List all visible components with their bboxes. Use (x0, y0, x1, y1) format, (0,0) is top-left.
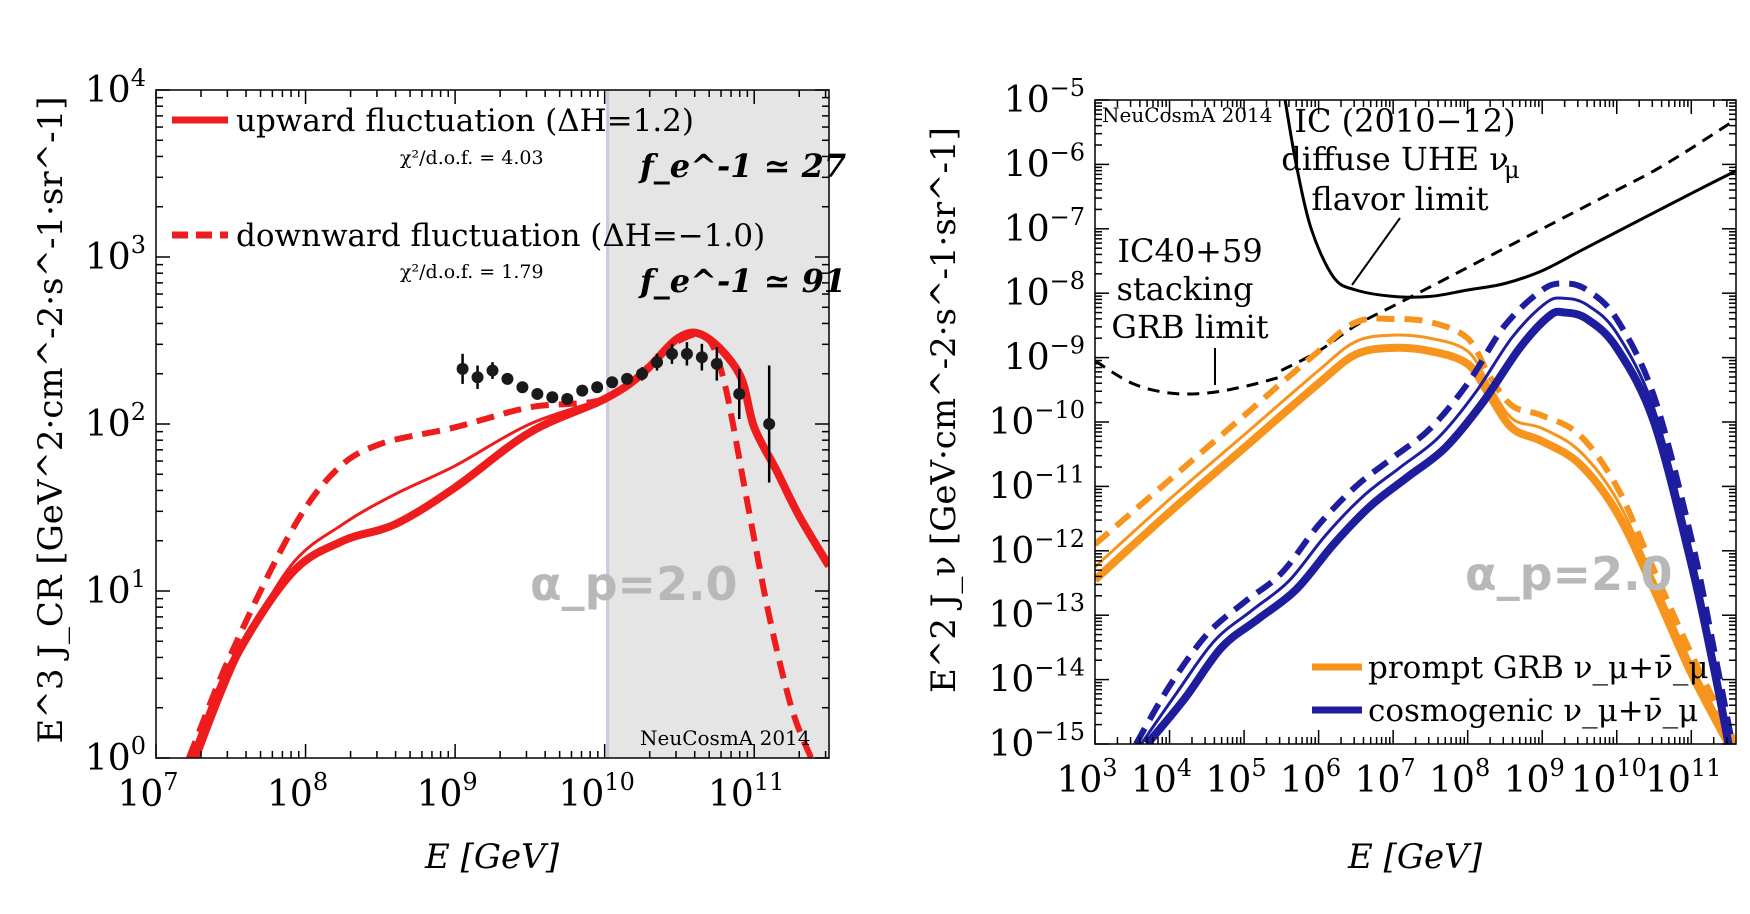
ic-limit-pointer (1351, 217, 1401, 286)
grb-limit-line1: IC40+59 (1117, 232, 1262, 270)
data-point (733, 387, 746, 400)
data-point (561, 392, 574, 405)
x-tick-label: 104 (1131, 754, 1192, 801)
left-shaded-region (607, 90, 829, 758)
x-tick-label: 107 (1355, 754, 1416, 801)
right-curves (1095, 100, 1736, 744)
data-point (486, 364, 499, 377)
x-tick-label: 1011 (708, 768, 784, 815)
grb-limit-line2: stacking (1117, 270, 1254, 308)
x-tick-label: 108 (1429, 754, 1490, 801)
y-tick-label: 10−10 (989, 396, 1085, 443)
series-cosmogenic-dashed-upper (1133, 280, 1736, 744)
ic-limit-sub: μ (1504, 156, 1520, 184)
x-tick-label: 109 (1504, 754, 1565, 801)
legend-downward-label: downward fluctuation (ΔH=−1.0) (236, 218, 765, 254)
y-tick-label: 10−11 (989, 460, 1085, 507)
data-point (501, 372, 514, 385)
series-cosmogenic-thin (1139, 296, 1732, 744)
series-upward-fluctuation-thin (196, 397, 606, 758)
y-tick-label: 102 (85, 398, 146, 445)
legend-prompt-label: prompt GRB ν_μ+ν̄_μ (1368, 650, 1709, 686)
data-point (606, 376, 619, 389)
x-tick-label: 109 (417, 768, 478, 815)
data-point (651, 356, 664, 369)
y-tick-label: 100 (85, 732, 146, 779)
legend-downward-fe: f_e^-1 ≃ 91 (638, 262, 846, 300)
data-point (546, 391, 559, 404)
left-credit: NeuCosmA 2014 (640, 726, 811, 750)
left-panel: 107 108 109 1010 1011 100 101 102 103 104 α_p=2.… (31, 64, 846, 877)
series-ic40-59-grb-limit (1095, 359, 1282, 396)
legend-upward-label: upward fluctuation (ΔH=1.2) (236, 103, 694, 139)
y-tick-label: 10−14 (989, 654, 1085, 701)
left-curves (186, 328, 829, 758)
legend-cosmo-label: cosmogenic ν_μ+ν̄_μ (1368, 693, 1698, 729)
data-point (621, 372, 634, 385)
data-point (710, 357, 723, 370)
x-tick-label: 1011 (1645, 754, 1721, 801)
x-tick-label: 108 (267, 768, 328, 815)
x-tick-label: 107 (117, 768, 178, 815)
legend-upward-chi2: χ²/d.o.f. = 4.03 (400, 147, 544, 169)
legend-upward-fe: f_e^-1 ≃ 27 (638, 147, 846, 185)
x-tick-label: 105 (1206, 754, 1267, 801)
right-y-ticks: 10−15 10−14 10−13 10−12 10−11 10−10 10−9 10−8 10… (989, 74, 1736, 765)
series-ic-diffuse-uhe-limit (1283, 100, 1736, 299)
data-point (576, 384, 589, 397)
data-point (636, 367, 649, 380)
y-tick-label: 10−12 (989, 525, 1085, 572)
x-tick-label: 106 (1280, 754, 1341, 801)
ic-limit-line3: flavor limit (1311, 180, 1488, 218)
left-y-ticks: 100 101 102 103 104 (85, 64, 829, 779)
y-tick-label: 101 (85, 565, 146, 612)
y-tick-label: 103 (85, 231, 146, 278)
series-prompt-grb-thick (1095, 343, 1733, 744)
left-x-ticks: 107 108 109 1010 1011 (117, 90, 827, 815)
y-tick-label: 104 (85, 64, 146, 111)
series-downward-fluctuation (186, 330, 814, 758)
y-tick-label: 10−6 (1004, 138, 1085, 185)
data-point (695, 351, 708, 364)
left-x-axis-label: E [GeV] (424, 837, 560, 877)
right-alpha-label: α_p=2.0 (1465, 547, 1673, 601)
data-point (763, 418, 776, 430)
data-point (680, 347, 693, 360)
y-tick-label: 10−7 (1004, 203, 1085, 250)
y-tick-label: 10−5 (1004, 74, 1085, 121)
left-data-points (456, 342, 776, 483)
right-y-axis-label: E^2 J_ν [GeV·cm^-2·s^-1·sr^-1] (924, 127, 964, 693)
right-x-axis-label: E [GeV] (1347, 837, 1483, 877)
x-tick-label: 1010 (1571, 754, 1647, 801)
right-credit: NeuCosmA 2014 (1102, 103, 1273, 127)
ic-limit-line1: IC (2010−12) (1294, 102, 1515, 140)
y-tick-label: 10−13 (989, 589, 1085, 636)
ic-limit-line2: diffuse UHE ν (1281, 140, 1508, 178)
data-point (471, 371, 484, 384)
left-alpha-label: α_p=2.0 (530, 557, 738, 611)
data-point (665, 347, 678, 360)
data-point (591, 381, 604, 394)
legend-downward-chi2: χ²/d.o.f. = 1.79 (400, 261, 544, 283)
y-tick-label: 10−8 (1004, 267, 1085, 314)
data-point (531, 387, 544, 400)
left-y-axis-label: E^3 J_CR [GeV^2·cm^-2·s^-1·sr^-1] (31, 97, 71, 744)
data-point (516, 381, 529, 394)
y-tick-label: 10−9 (1004, 332, 1085, 379)
y-tick-label: 10−15 (989, 718, 1085, 765)
grb-limit-line3: GRB limit (1111, 308, 1268, 346)
series-cosmogenic-thick (1144, 307, 1733, 744)
data-point (456, 362, 469, 375)
x-tick-label: 1010 (558, 768, 634, 815)
x-tick-label: 103 (1056, 754, 1117, 801)
